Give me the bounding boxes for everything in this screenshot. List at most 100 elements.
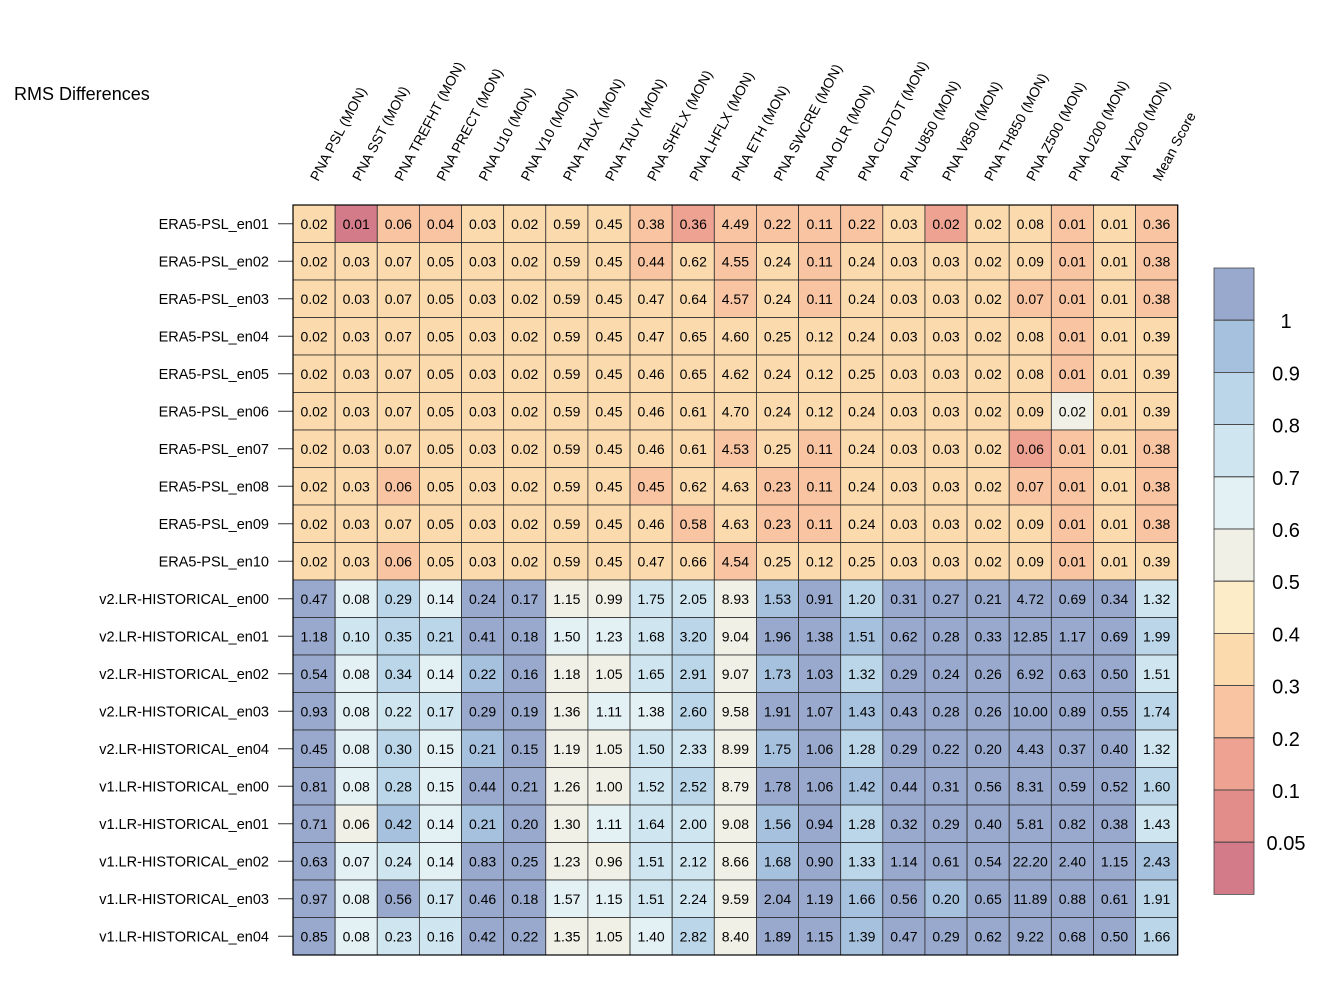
- cell-value-label: 0.14: [427, 591, 454, 607]
- heatmap-cell: [629, 242, 673, 281]
- heatmap-cell: [461, 354, 505, 393]
- heatmap-cell: [461, 242, 505, 281]
- cell-value-label: 0.05: [427, 253, 454, 269]
- heatmap-cell: [1050, 467, 1094, 506]
- cell-value-label: 0.59: [553, 403, 580, 419]
- cell-value-label: 0.28: [932, 703, 959, 719]
- cell-value-label: 0.03: [343, 291, 370, 307]
- heatmap-cell: [503, 279, 547, 318]
- cell-value-label: 0.65: [680, 366, 707, 382]
- heatmap-cell: [418, 579, 462, 618]
- cell-value-label: 1.18: [553, 666, 580, 682]
- cell-value-label: 0.02: [511, 403, 538, 419]
- cell-value-label: 0.68: [1059, 928, 1086, 944]
- legend-swatch: [1213, 633, 1255, 687]
- cell-value-label: 1.91: [1143, 891, 1170, 907]
- cell-value-label: 0.02: [300, 216, 327, 232]
- cell-value-label: 0.25: [848, 553, 875, 569]
- heatmap-cell: [292, 617, 336, 656]
- heatmap-cell: [924, 617, 968, 656]
- cell-value-label: 0.47: [637, 328, 664, 344]
- heatmap-cell: [966, 542, 1010, 581]
- heatmap-cell: [798, 842, 842, 881]
- cell-value-label: 8.99: [722, 741, 749, 757]
- cell-value-label: 0.05: [427, 516, 454, 532]
- cell-value-label: 0.62: [975, 928, 1002, 944]
- cell-value-label: 0.05: [427, 441, 454, 457]
- heatmap-cell: [966, 917, 1010, 956]
- cell-value-label: 1.40: [637, 928, 664, 944]
- cell-value-label: 0.03: [343, 403, 370, 419]
- heatmap-cell: [292, 354, 336, 393]
- cell-value-label: 2.82: [680, 928, 707, 944]
- cell-value-label: 0.99: [595, 591, 622, 607]
- cell-value-label: 1.64: [637, 816, 664, 832]
- cell-value-label: 0.01: [1059, 216, 1086, 232]
- heatmap-cell: [587, 917, 631, 956]
- cell-value-label: 0.01: [1101, 516, 1128, 532]
- cell-value-label: 6.92: [1017, 666, 1044, 682]
- heatmap-cell: [713, 654, 757, 693]
- heatmap-cell: [1135, 504, 1179, 543]
- cell-value-label: 0.63: [300, 853, 327, 869]
- cell-value-label: 0.43: [890, 703, 917, 719]
- heatmap-cell: [1050, 392, 1094, 431]
- cell-value-label: 0.03: [343, 441, 370, 457]
- heatmap-cell: [1050, 504, 1094, 543]
- heatmap-border: [292, 204, 1179, 956]
- cell-value-label: 0.21: [427, 628, 454, 644]
- cell-value-label: 0.23: [764, 516, 791, 532]
- heatmap-cell: [1050, 579, 1094, 618]
- cell-value-label: 0.22: [764, 216, 791, 232]
- heatmap-cell: [882, 729, 926, 768]
- cell-value-label: 1.66: [1143, 928, 1170, 944]
- cell-value-label: 0.31: [932, 778, 959, 794]
- cell-value-label: 1.75: [637, 591, 664, 607]
- cell-value-label: 0.12: [806, 328, 833, 344]
- cell-value-label: 1.50: [637, 741, 664, 757]
- cell-value-label: 0.38: [637, 216, 664, 232]
- cell-value-label: 0.03: [890, 403, 917, 419]
- cell-value-label: 0.33: [975, 628, 1002, 644]
- heatmap-cell: [966, 654, 1010, 693]
- cell-value-label: 0.03: [890, 328, 917, 344]
- heatmap-cell: [798, 204, 842, 243]
- row-label: v1.LR-HISTORICAL_en03: [99, 892, 269, 908]
- column-label: Mean Score: [1149, 109, 1199, 183]
- cell-value-label: 0.39: [1143, 366, 1170, 382]
- cell-value-label: 0.29: [890, 741, 917, 757]
- heatmap-cell: [798, 617, 842, 656]
- heatmap-cell: [503, 842, 547, 881]
- heatmap-cell: [713, 804, 757, 843]
- cell-value-label: 0.01: [1101, 478, 1128, 494]
- cell-value-label: 9.22: [1017, 928, 1044, 944]
- column-labels: PNA PSL (MON)PNA SST (MON)PNA TREFHT (MO…: [307, 58, 1199, 183]
- cell-value-label: 1.39: [848, 928, 875, 944]
- legend-tick-label: 0.5: [1272, 572, 1300, 594]
- cell-value-label: 4.62: [722, 366, 749, 382]
- cell-value-label: 0.42: [385, 816, 412, 832]
- cell-value-label: 0.08: [343, 928, 370, 944]
- heatmap-cell: [756, 804, 799, 843]
- cell-value-label: 0.59: [553, 478, 580, 494]
- cell-value-label: 0.01: [1101, 441, 1128, 457]
- cell-value-label: 0.61: [932, 853, 959, 869]
- cell-value-label: 0.01: [1101, 366, 1128, 382]
- cell-value-label: 1.52: [637, 778, 664, 794]
- cell-value-label: 0.32: [890, 816, 917, 832]
- heatmap-cell: [629, 804, 673, 843]
- row-label: ERA5-PSL_en04: [159, 329, 269, 345]
- cell-value-label: 1.74: [1143, 703, 1170, 719]
- cell-value-label: 0.07: [385, 366, 412, 382]
- heatmap-cell: [545, 917, 589, 956]
- cell-value-label: 0.01: [343, 216, 370, 232]
- cell-value-label: 1.91: [764, 703, 791, 719]
- heatmap-cell: [671, 317, 715, 356]
- cell-value-label: 0.01: [1059, 253, 1086, 269]
- cell-value-label: 0.35: [385, 628, 412, 644]
- heatmap-cell: [1093, 317, 1136, 356]
- heatmap-cell: [882, 392, 926, 431]
- heatmap-cell: [1050, 842, 1094, 881]
- cell-value-label: 1.05: [595, 741, 622, 757]
- cell-value-label: 0.24: [848, 403, 875, 419]
